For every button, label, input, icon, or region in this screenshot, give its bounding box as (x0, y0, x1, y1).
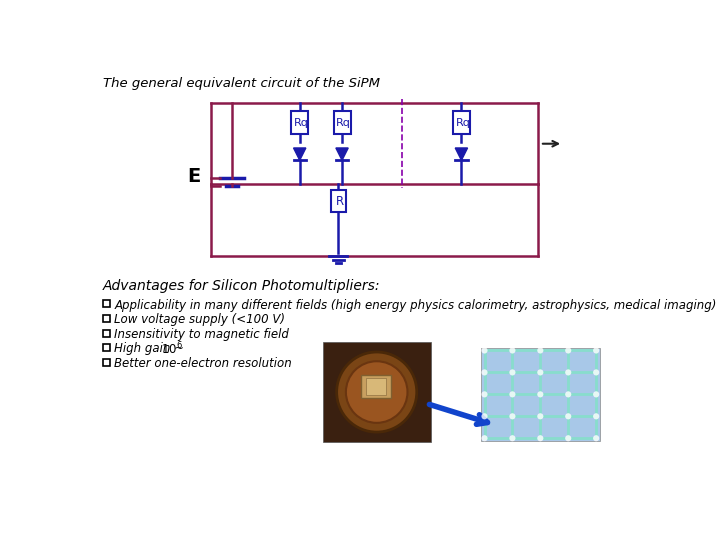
Circle shape (537, 347, 544, 354)
Bar (481, 348, 600, 441)
Circle shape (593, 413, 599, 420)
Circle shape (482, 369, 487, 375)
Polygon shape (336, 148, 348, 160)
Circle shape (565, 413, 571, 420)
Text: Advantages for Silicon Photomultipliers:: Advantages for Silicon Photomultipliers: (102, 279, 380, 293)
Polygon shape (294, 148, 306, 160)
Circle shape (509, 413, 516, 420)
Circle shape (346, 361, 408, 423)
Text: Low voltage supply (<100 V): Low voltage supply (<100 V) (114, 313, 285, 326)
Circle shape (565, 369, 571, 375)
Polygon shape (455, 148, 467, 160)
Text: High gain ~: High gain ~ (114, 342, 188, 355)
Bar (361, 375, 390, 398)
Circle shape (593, 347, 599, 354)
Circle shape (593, 435, 599, 441)
Bar (102, 330, 109, 336)
Circle shape (537, 392, 544, 397)
Circle shape (482, 413, 487, 420)
Circle shape (537, 435, 544, 441)
Bar (102, 345, 109, 351)
Circle shape (509, 435, 516, 441)
Bar (323, 342, 431, 442)
Circle shape (565, 347, 571, 354)
Bar (102, 359, 109, 366)
Text: Rq: Rq (336, 118, 351, 127)
Circle shape (509, 392, 516, 397)
Circle shape (537, 413, 544, 420)
Circle shape (337, 352, 417, 432)
Text: Better one-electron resolution: Better one-electron resolution (114, 357, 292, 370)
Text: Applicability in many different fields (high energy physics calorimetry, astroph: Applicability in many different fields (… (114, 299, 716, 312)
Text: Insensitivity to magnetic field: Insensitivity to magnetic field (114, 328, 289, 341)
Bar (333, 111, 351, 134)
Bar (453, 111, 470, 134)
Circle shape (593, 369, 599, 375)
Circle shape (593, 392, 599, 397)
Bar (102, 315, 109, 322)
Bar (366, 378, 386, 395)
Text: The general equivalent circuit of the SiPM: The general equivalent circuit of the Si… (102, 77, 379, 90)
Text: $10^6$: $10^6$ (161, 341, 183, 357)
Text: Rq: Rq (294, 118, 309, 127)
Text: Rq: Rq (456, 118, 470, 127)
Text: E: E (188, 167, 201, 186)
Circle shape (565, 392, 571, 397)
Circle shape (482, 392, 487, 397)
Circle shape (565, 435, 571, 441)
Bar (102, 300, 109, 307)
Circle shape (537, 369, 544, 375)
Bar (330, 190, 346, 212)
Circle shape (509, 369, 516, 375)
Circle shape (509, 347, 516, 354)
Circle shape (482, 435, 487, 441)
Circle shape (482, 347, 487, 354)
Bar (291, 111, 308, 134)
Text: R: R (336, 194, 344, 207)
